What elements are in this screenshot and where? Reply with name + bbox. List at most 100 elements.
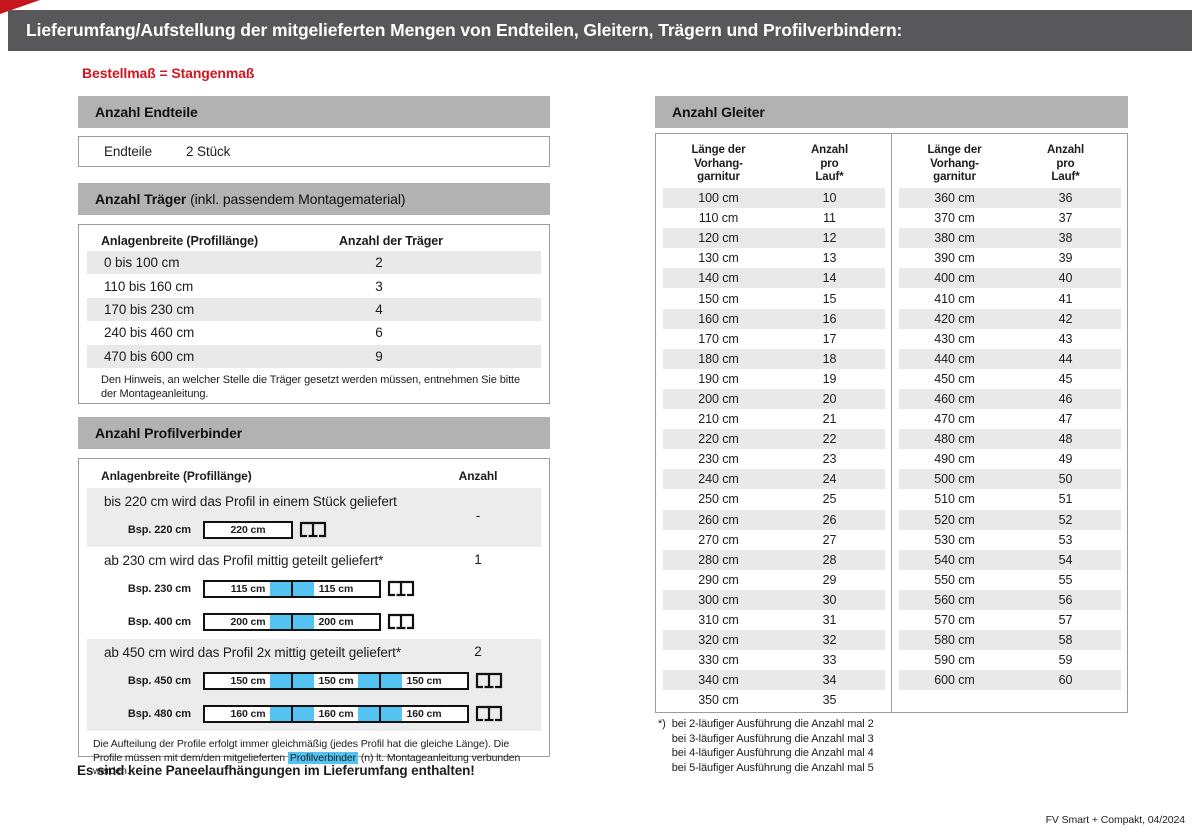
gleiter-count-cell: 58 <box>1058 633 1073 648</box>
traeger-range-cell: 110 bis 160 cm <box>104 278 194 294</box>
gleiter-length-cell: 560 cm <box>934 592 975 607</box>
gleiter-row: 470 cm 47 <box>899 409 1121 429</box>
footnote-lines: bei 2-läufiger Ausführung die Anzahl mal… <box>672 717 874 775</box>
gleiter-row: 190 cm 19 <box>663 369 885 389</box>
profile-example-row: Bsp. 480 cm 160 cm 160 cm 160 cm <box>87 704 541 724</box>
gleiter-length-header: Länge der Vorhang-garnitur <box>899 144 1010 188</box>
gleiter-length-cell: 380 cm <box>934 231 975 246</box>
gleiter-column-headers: Länge der Vorhang-garnitur Anzahl pro Lauf* <box>663 134 885 188</box>
gleiter-length-cell: 310 cm <box>698 613 739 628</box>
gleiter-row: 290 cm 29 <box>663 570 885 590</box>
gleiter-row: 540 cm 54 <box>899 549 1121 570</box>
profile-cross-section-icon <box>475 672 503 689</box>
header-line: pro <box>1056 157 1075 170</box>
gleiter-row: 250 cm 25 <box>663 489 885 509</box>
gleiter-row: 120 cm 12 <box>663 228 885 249</box>
endteile-table: Endteile 2 Stück <box>78 136 550 167</box>
profile-bar: 160 cm 160 cm 160 cm <box>203 705 469 723</box>
gleiter-count-cell: 16 <box>822 311 837 326</box>
gleiter-length-cell: 350 cm <box>698 693 739 708</box>
gleiter-count-cell: 14 <box>822 271 837 286</box>
gleiter-row: 220 cm 22 <box>663 429 885 450</box>
traeger-range-cell: 170 bis 230 cm <box>104 301 195 317</box>
gleiter-length-cell: 490 cm <box>934 452 975 467</box>
gleiter-row: 510 cm 51 <box>899 489 1121 509</box>
gleiter-count-cell: 11 <box>823 211 836 226</box>
gleiter-length-cell: 360 cm <box>934 191 975 206</box>
gleiter-length-cell: 500 cm <box>934 472 975 487</box>
gleiter-row: 300 cm 30 <box>663 589 885 610</box>
gleiter-length-cell: 460 cm <box>934 391 975 406</box>
gleiter-count-cell: 27 <box>822 532 837 547</box>
profilverbinder-note: Die Aufteilung der Profile erfolgt immer… <box>93 738 533 779</box>
note-text-2: (n) lt. Montageanleitung verbunden werde… <box>93 751 521 778</box>
gleiter-row: 600 cm 60 <box>899 670 1121 691</box>
profilverbinder-section-text: bis 220 cm wird das Profil in einem Stüc… <box>104 494 397 509</box>
traeger-heading-bold: Anzahl Träger <box>95 191 187 207</box>
gleiter-count-cell: 10 <box>822 191 837 206</box>
header-line: Vorhang- <box>930 157 979 170</box>
profilverbinder-heading-label: Anzahl Profilverbinder <box>95 425 243 441</box>
gleiter-count-cell: 19 <box>822 371 837 386</box>
gleiter-count-cell: 23 <box>822 452 837 467</box>
profilverbinder-table: Anlagenbreite (Profillänge) Anzahl bis 2… <box>78 458 550 777</box>
profile-segment: 115 cm <box>205 582 293 596</box>
gleiter-length-cell: 540 cm <box>934 552 975 567</box>
endteile-value: 2 Stück <box>186 144 231 159</box>
gleiter-count-cell: 44 <box>1058 351 1073 366</box>
gleiter-length-cell: 120 cm <box>698 231 739 246</box>
gleiter-length-cell: 370 cm <box>934 211 975 226</box>
header-line: Lauf* <box>1051 171 1080 183</box>
profilverbinder-section: bis 220 cm wird das Profil in einem Stüc… <box>87 488 541 547</box>
traeger-count-cell: 3 <box>375 278 383 294</box>
profile-example-label: Bsp. 230 cm <box>127 583 191 595</box>
profile-cross-section-icon <box>387 580 415 597</box>
profilverbinder-highlight: Profilverbinder <box>287 751 359 764</box>
gleiter-count-cell: 12 <box>822 231 837 246</box>
gleiter-count-header: Anzahl pro Lauf* <box>774 144 885 188</box>
gleiter-count-cell: 52 <box>1058 512 1073 527</box>
gleiter-count-cell: 28 <box>822 552 837 567</box>
gleiter-row: 560 cm 56 <box>899 589 1121 610</box>
page-title: Lieferumfang/Aufstellung der mitgeliefer… <box>8 10 1192 51</box>
gleiter-row: 330 cm 33 <box>663 650 885 670</box>
gleiter-footnotes: *) bei 2-läufiger Ausführung die Anzahl … <box>658 717 874 775</box>
gleiter-row: 460 cm 46 <box>899 388 1121 410</box>
gleiter-count-cell: 60 <box>1058 673 1073 688</box>
endteile-label: Endteile <box>104 144 152 159</box>
gleiter-length-cell: 190 cm <box>698 371 739 386</box>
gleiter-length-cell: 210 cm <box>698 412 739 427</box>
gleiter-count-cell: 56 <box>1058 592 1073 607</box>
profilverbinder-table-header: Anlagenbreite (Profillänge) Anzahl <box>79 459 549 488</box>
footnote-line: bei 5-läufiger Ausführung die Anzahl mal… <box>671 761 874 774</box>
gleiter-length-cell: 240 cm <box>698 472 739 487</box>
gleiter-count-cell: 35 <box>822 693 837 708</box>
profile-segment: 150 cm <box>406 675 442 687</box>
gleiter-count-cell: 29 <box>822 572 837 587</box>
traeger-col2-header: Anzahl der Träger <box>339 234 443 248</box>
gleiter-table-left: Länge der Vorhang-garnitur Anzahl pro Lauf* 1… <box>656 134 892 712</box>
gleiter-row: 210 cm 21 <box>663 409 885 429</box>
gleiter-length-cell: 170 cm <box>698 331 739 346</box>
gleiter-row: 450 cm 45 <box>899 369 1121 389</box>
profile-example-label: Bsp. 450 cm <box>127 675 191 687</box>
traeger-col1-header: Anlagenbreite (Profillänge) <box>101 234 259 248</box>
gleiter-length-cell: 200 cm <box>698 391 739 406</box>
traeger-row: 240 bis 460 cm 6 <box>87 321 541 344</box>
gleiter-length-cell: 260 cm <box>698 512 739 527</box>
gleiter-row: 500 cm 50 <box>899 469 1121 490</box>
profile-cross-section-icon <box>299 521 327 538</box>
profile-bar: 220 cm <box>203 521 293 539</box>
header-line: Vorhang- <box>694 157 743 170</box>
gleiter-row: 270 cm 27 <box>663 530 885 550</box>
profile-segment: 220 cm <box>230 524 266 536</box>
profilverbinder-section: ab 450 cm wird das Profil 2x mittig gete… <box>87 639 541 731</box>
gleiter-count-cell: 13 <box>822 251 837 266</box>
profilverbinder-count: 2 <box>474 644 482 659</box>
footnote-marker: *) <box>658 718 666 730</box>
gleiter-heading-label: Anzahl Gleiter <box>672 104 765 120</box>
profile-example-label: Bsp. 480 cm <box>127 708 191 720</box>
gleiter-count-cell: 21 <box>822 412 837 427</box>
gleiter-length-cell: 180 cm <box>698 351 739 366</box>
gleiter-count-cell: 15 <box>822 291 837 306</box>
